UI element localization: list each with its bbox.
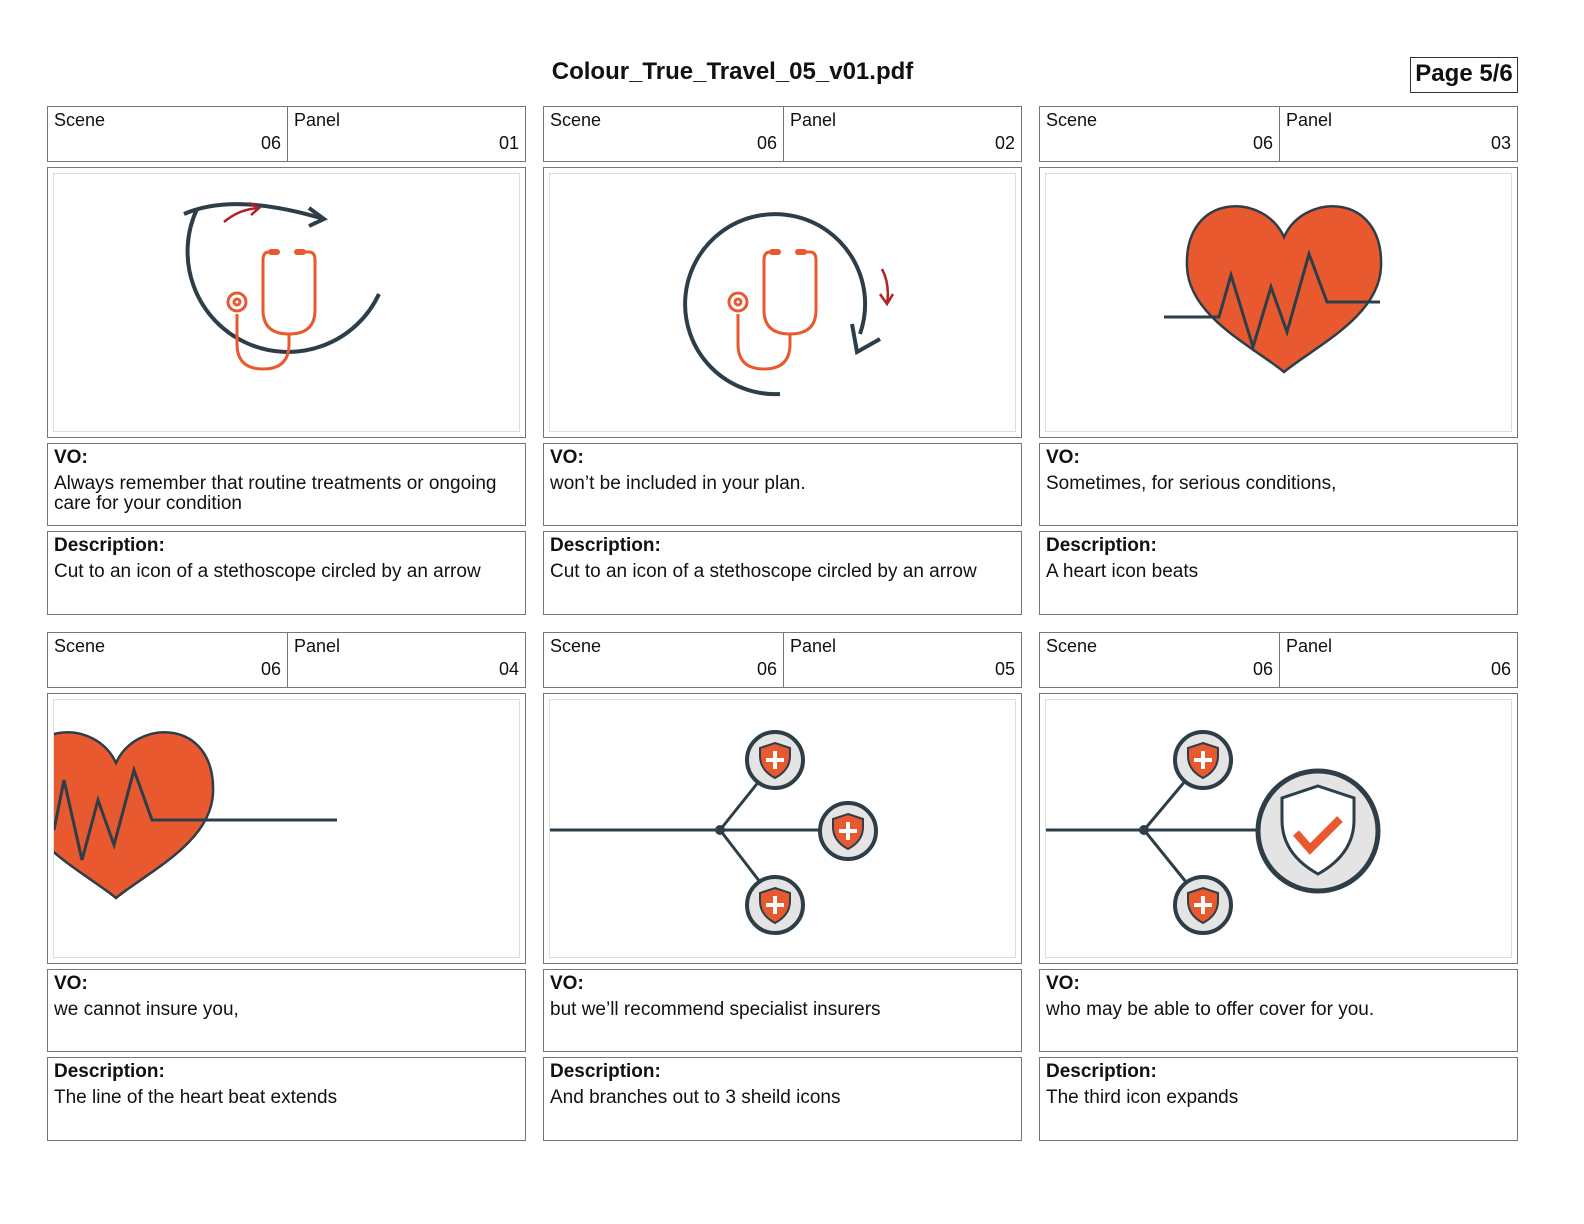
scene-cell: Scene 06 — [48, 633, 288, 687]
scene-number: 06 — [1252, 133, 1273, 153]
vo-box: VO: who may be able to offer cover for yo… — [1039, 969, 1518, 1052]
panel-number: 01 — [498, 133, 519, 153]
panel-cell: Panel 06 — [1280, 633, 1517, 687]
image-frame — [1045, 699, 1512, 958]
scene-label: Scene — [550, 636, 602, 656]
description-text: Cut to an icon of a stethoscope circled … — [550, 561, 977, 582]
panel-image — [543, 167, 1022, 438]
scene-number: 06 — [756, 659, 777, 679]
vo-label: VO: — [54, 973, 88, 994]
scene-number: 06 — [756, 133, 777, 153]
scene-number: 06 — [1252, 659, 1273, 679]
panel-number: 06 — [1490, 659, 1511, 679]
vo-box: VO: we cannot insure you, — [47, 969, 526, 1052]
vo-text: who may be able to offer cover for you. — [1046, 999, 1375, 1020]
description-box: Description: A heart icon beats — [1039, 531, 1518, 615]
page-number: Page 5/6 — [1410, 57, 1518, 93]
scene-cell: Scene 06 — [544, 107, 784, 161]
illustration — [1046, 730, 1381, 935]
panel-image — [543, 693, 1022, 964]
scene-cell: Scene 06 — [544, 633, 784, 687]
description-text: And branches out to 3 sheild icons — [550, 1087, 841, 1108]
vo-label: VO: — [550, 973, 584, 994]
description-text: A heart icon beats — [1046, 561, 1199, 582]
illustration — [683, 212, 895, 397]
description-label: Description: — [1046, 535, 1157, 556]
panel-label: Panel — [294, 110, 341, 130]
panel-image — [47, 167, 526, 438]
scene-header: Scene 06 Panel 03 — [1039, 106, 1518, 162]
scene-label: Scene — [1046, 110, 1098, 130]
description-label: Description: — [550, 1061, 661, 1082]
vo-text: Always remember that routine treatments … — [54, 473, 497, 514]
vo-box: VO: Sometimes, for serious conditions, — [1039, 443, 1518, 526]
illustration — [54, 731, 337, 900]
description-box: Description: The third icon expands — [1039, 1057, 1518, 1141]
scene-label: Scene — [54, 636, 106, 656]
doc-title: Colour_True_Travel_05_v01.pdf — [551, 58, 914, 85]
description-label: Description: — [54, 1061, 165, 1082]
image-frame — [53, 699, 520, 958]
image-frame — [549, 173, 1016, 432]
illustration — [550, 730, 878, 935]
description-text: The third icon expands — [1046, 1087, 1239, 1108]
panel-label: Panel — [1286, 636, 1333, 656]
scene-header: Scene 06 Panel 02 — [543, 106, 1022, 162]
panel-image — [1039, 693, 1518, 964]
scene-label: Scene — [1046, 636, 1098, 656]
panel-label: Panel — [294, 636, 341, 656]
illustration — [183, 201, 381, 371]
illustration — [1164, 205, 1383, 374]
panel-cell: Panel 04 — [288, 633, 525, 687]
scene-header: Scene 06 Panel 01 — [47, 106, 526, 162]
image-frame — [1045, 173, 1512, 432]
description-text: Cut to an icon of a stethoscope circled … — [54, 561, 481, 582]
scene-cell: Scene 06 — [1040, 633, 1280, 687]
panel-cell: Panel 03 — [1280, 107, 1517, 161]
scene-cell: Scene 06 — [48, 107, 288, 161]
scene-cell: Scene 06 — [1040, 107, 1280, 161]
description-box: Description: And branches out to 3 sheild… — [543, 1057, 1022, 1141]
vo-box: VO: won’t be included in your plan. — [543, 443, 1022, 526]
description-label: Description: — [54, 535, 165, 556]
vo-text: but we’ll recommend specialist insurers — [550, 999, 881, 1020]
description-label: Description: — [1046, 1061, 1157, 1082]
vo-box: VO: but we’ll recommend specialist insure… — [543, 969, 1022, 1052]
vo-label: VO: — [550, 447, 584, 468]
panel-image — [47, 693, 526, 964]
panel-cell: Panel 02 — [784, 107, 1021, 161]
panel-cell: Panel 01 — [288, 107, 525, 161]
scene-label: Scene — [54, 110, 106, 130]
vo-label: VO: — [54, 447, 88, 468]
panel-number: 02 — [994, 133, 1015, 153]
panel-number: 04 — [498, 659, 519, 679]
image-frame — [549, 699, 1016, 958]
panel-cell: Panel 05 — [784, 633, 1021, 687]
description-text: The line of the heart beat extends — [54, 1087, 338, 1108]
panel-label: Panel — [1286, 110, 1333, 130]
scene-header: Scene 06 Panel 06 — [1039, 632, 1518, 688]
vo-text: we cannot insure you, — [54, 999, 239, 1020]
vo-text: won’t be included in your plan. — [550, 473, 806, 494]
panel-number: 03 — [1490, 133, 1511, 153]
scene-label: Scene — [550, 110, 602, 130]
panel-number: 05 — [994, 659, 1015, 679]
scene-number: 06 — [260, 133, 281, 153]
scene-header: Scene 06 Panel 05 — [543, 632, 1022, 688]
description-box: Description: Cut to an icon of a stethosc… — [543, 531, 1022, 615]
description-box: Description: The line of the heart beat e… — [47, 1057, 526, 1141]
description-label: Description: — [550, 535, 661, 556]
panel-image — [1039, 167, 1518, 438]
vo-label: VO: — [1046, 447, 1080, 468]
vo-text: Sometimes, for serious conditions, — [1046, 473, 1337, 494]
description-box: Description: Cut to an icon of a stethosc… — [47, 531, 526, 615]
scene-header: Scene 06 Panel 04 — [47, 632, 526, 688]
panel-label: Panel — [790, 110, 837, 130]
vo-label: VO: — [1046, 973, 1080, 994]
scene-number: 06 — [260, 659, 281, 679]
vo-box: VO: Always remember that routine treatmen… — [47, 443, 526, 526]
image-frame — [53, 173, 520, 432]
panel-label: Panel — [790, 636, 837, 656]
